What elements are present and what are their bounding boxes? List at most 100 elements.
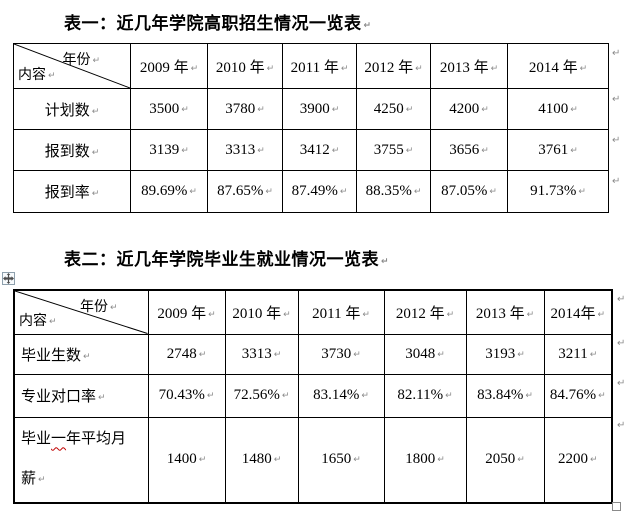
year-column-header[interactable]: 2014 年 ↵ [507, 43, 609, 89]
table-cell[interactable]: 2200 ↵ [543, 416, 613, 504]
year-column-header[interactable]: 2011 年 ↵ [282, 43, 357, 89]
table-cell[interactable]: 1800 ↵ [383, 416, 467, 504]
table-cell[interactable]: 1400 ↵ [147, 416, 226, 504]
table1-title-text: 表一：近几年学院高职招生情况一览表 [64, 14, 362, 33]
year-column-header[interactable]: 2009 年 ↵ [147, 289, 226, 335]
year-column-header[interactable]: 2013 年 ↵ [430, 43, 508, 89]
year-column-header[interactable]: 2012 年 ↵ [383, 289, 467, 335]
paragraph-mark-icon: ↵ [273, 455, 282, 466]
row-label-cell[interactable]: 毕业生数 ↵ [13, 333, 149, 375]
year-column-header[interactable]: 2010 年 ↵ [224, 289, 299, 335]
diagonal-header-cell[interactable]: 年份 ↵ 内容 ↵ [13, 289, 149, 335]
employment-table: 年份 ↵ 内容 ↵ 2009 年 ↵ 2010 年 ↵ 2011 年 ↵ 2012 年 ↵ … [13, 289, 613, 504]
table-cell[interactable]: 91.73% ↵ [507, 170, 609, 213]
paragraph-mark-icon: ↵ [353, 455, 361, 466]
table-cell[interactable]: 3412 ↵ [282, 129, 357, 171]
row-end-mark-icon: ↵ [617, 420, 626, 431]
table-cell[interactable]: 87.49% ↵ [282, 170, 357, 213]
paragraph-mark-icon: ↵ [266, 63, 275, 74]
table-cell[interactable]: 4250 ↵ [356, 88, 431, 130]
row-label-cell[interactable]: 报到数 ↵ [13, 129, 131, 171]
paragraph-mark-icon: ↵ [445, 391, 453, 401]
table-cell[interactable]: 1650 ↵ [297, 416, 385, 504]
spellcheck-squiggle: 一 [51, 431, 67, 448]
table-row: 毕业生数 ↵ 2748 ↵ 3313 ↵ 3730 ↵ 3048 ↵ 3193 ↵ 3211… [13, 333, 613, 375]
table-cell[interactable]: 89.69% ↵ [130, 170, 208, 213]
paragraph-mark-icon: ↵ [362, 309, 370, 320]
year-column-header[interactable]: 2011 年 ↵ [297, 289, 385, 335]
table2-title[interactable]: 表二：近几年学院毕业生就业情况一览表 ↵ [64, 245, 389, 270]
paragraph-mark-icon: ↵ [437, 455, 445, 466]
table1-title[interactable]: 表一：近几年学院高职招生情况一览表 ↵ [64, 9, 372, 34]
table-cell[interactable]: 3761 ↵ [507, 129, 609, 171]
paragraph-mark-icon: ↵ [405, 145, 414, 156]
paragraph-mark-icon: ↵ [526, 309, 535, 320]
table-cell[interactable]: 3730 ↵ [297, 333, 385, 375]
table-cell[interactable]: 83.14% ↵ [297, 373, 385, 418]
paragraph-mark-icon: ↵ [579, 63, 588, 74]
move-arrows-icon [3, 273, 14, 284]
table-move-handle[interactable] [2, 272, 15, 285]
table-cell[interactable]: 1480 ↵ [224, 416, 299, 504]
table-cell[interactable]: 72.56% ↵ [224, 373, 299, 418]
paragraph-mark-icon: ↵ [91, 147, 100, 158]
table-cell[interactable]: 3313 ↵ [224, 333, 299, 375]
table-header-row: 年份 ↵ 内容 ↵ 2009 年 ↵ 2010 年 ↵ 2011 年 ↵ 2012 年 ↵ … [13, 43, 609, 89]
table-header-row: 年份 ↵ 内容 ↵ 2009 年 ↵ 2010 年 ↵ 2011 年 ↵ 2012 年 ↵ … [13, 289, 613, 335]
year-column-header[interactable]: 2013 年 ↵ [465, 289, 545, 335]
table-cell[interactable]: 84.76% ↵ [543, 373, 613, 418]
paragraph-mark-icon: ↵ [415, 63, 423, 74]
row-end-mark-icon: ↵ [612, 176, 621, 187]
header-year-label: 年份 ↵ [62, 53, 100, 68]
row-end-mark-icon: ↵ [617, 294, 626, 305]
paragraph-mark-icon: ↵ [481, 104, 489, 115]
table-cell[interactable]: 88.35% ↵ [356, 170, 431, 213]
row-end-mark-icon: ↵ [617, 378, 626, 389]
paragraph-mark-icon: ↵ [198, 349, 207, 360]
paragraph-mark-icon: ↵ [437, 349, 445, 360]
table-cell[interactable]: 3211 ↵ [543, 333, 613, 375]
row-label-cell[interactable]: 毕业一年平均月薪 ↵ [13, 416, 149, 504]
table-cell[interactable]: 3139 ↵ [130, 129, 208, 171]
row-label-cell[interactable]: 报到率 ↵ [13, 170, 131, 213]
table-cell[interactable]: 87.05% ↵ [430, 170, 508, 213]
year-column-header[interactable]: 2009 年 ↵ [130, 43, 208, 89]
table-cell[interactable]: 3500 ↵ [130, 88, 208, 130]
table-cell[interactable]: 3048 ↵ [383, 333, 467, 375]
paragraph-mark-icon: ↵ [189, 187, 197, 197]
table-cell[interactable]: 3313 ↵ [207, 129, 283, 171]
paragraph-mark-icon: ↵ [446, 309, 455, 320]
table-cell[interactable]: 82.11% ↵ [383, 373, 467, 418]
table-cell[interactable]: 3755 ↵ [356, 129, 431, 171]
year-column-header[interactable]: 2010 年 ↵ [207, 43, 283, 89]
paragraph-mark-icon: ↵ [181, 104, 189, 115]
table-cell[interactable]: 3656 ↵ [430, 129, 508, 171]
table-cell[interactable]: 3900 ↵ [282, 88, 357, 130]
table-cell[interactable]: 83.84% ↵ [465, 373, 545, 418]
paragraph-mark-icon: ↵ [181, 145, 189, 156]
salary-row-label: 毕业一年平均月薪 ↵ [21, 431, 127, 488]
table-resize-handle[interactable] [612, 502, 621, 511]
paragraph-mark-icon: ↵ [353, 349, 361, 360]
table-cell[interactable]: 4200 ↵ [430, 88, 508, 130]
paragraph-mark-icon: ↵ [198, 455, 207, 466]
table-row: 毕业一年平均月薪 ↵ 1400 ↵ 1480 ↵ 1650 ↵ 1800 ↵ 2050 ↵ … [13, 416, 613, 504]
paragraph-mark-icon: ↵ [273, 349, 282, 360]
row-end-mark-icon: ↵ [617, 338, 626, 349]
year-column-header[interactable]: 2012 年 ↵ [356, 43, 431, 89]
table-cell[interactable]: 2050 ↵ [465, 416, 545, 504]
paragraph-mark-icon: ↵ [570, 104, 578, 115]
year-column-header[interactable]: 2014年 ↵ [543, 289, 613, 335]
table-cell[interactable]: 3780 ↵ [207, 88, 283, 130]
table-cell[interactable]: 70.43% ↵ [147, 373, 226, 418]
paragraph-mark-icon: ↵ [381, 257, 390, 267]
table-cell[interactable]: 87.65% ↵ [207, 170, 283, 213]
paragraph-mark-icon: ↵ [363, 21, 372, 31]
table-cell[interactable]: 3193 ↵ [465, 333, 545, 375]
table-cell[interactable]: 4100 ↵ [507, 88, 609, 130]
table-cell[interactable]: 2748 ↵ [147, 333, 226, 375]
row-label-cell[interactable]: 计划数 ↵ [13, 88, 131, 130]
diagonal-header-cell[interactable]: 年份 ↵ 内容 ↵ [13, 43, 131, 89]
row-label-cell[interactable]: 专业对口率 ↵ [13, 373, 149, 418]
